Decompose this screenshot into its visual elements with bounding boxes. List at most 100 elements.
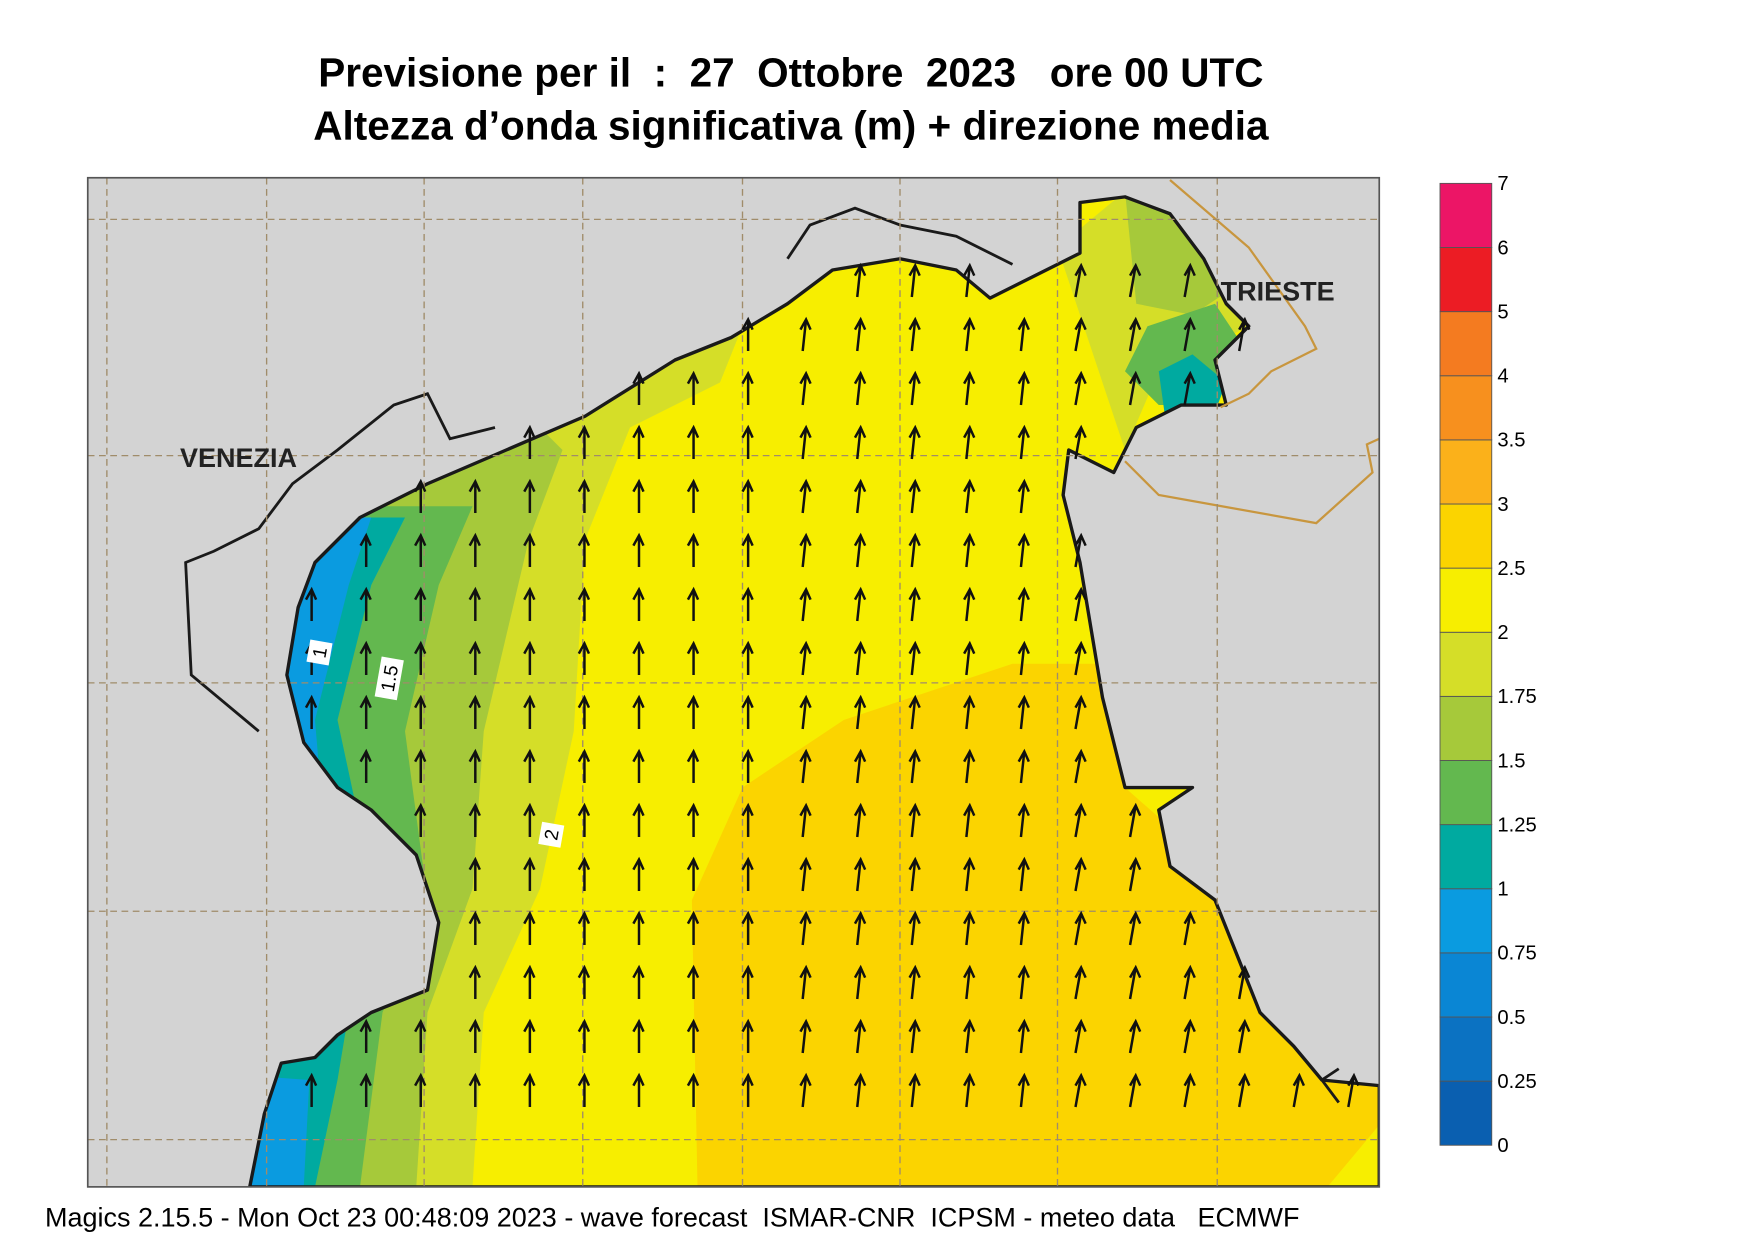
- arrow: [414, 748, 427, 783]
- colorbar-segment: [1439, 952, 1493, 1018]
- arrow: [577, 910, 591, 945]
- arrow: [523, 1018, 536, 1053]
- arrow: [414, 586, 427, 621]
- arrow: [577, 586, 591, 621]
- arrow: [1292, 1072, 1306, 1108]
- arrow: [908, 262, 921, 298]
- arrow: [853, 640, 867, 676]
- arrow: [741, 316, 754, 351]
- colorbar-label: 1.75: [1497, 686, 1536, 708]
- contour-label: 2: [538, 821, 565, 848]
- arrow: [908, 370, 921, 406]
- colorbar-segment: [1439, 1016, 1493, 1082]
- arrow: [1017, 640, 1030, 676]
- colorbar-segment: [1439, 439, 1493, 505]
- colorbar-segment: [1439, 567, 1493, 633]
- arrow: [632, 964, 645, 999]
- arrow: [359, 748, 372, 783]
- arrow: [632, 424, 645, 459]
- arrow: [577, 1018, 591, 1053]
- arrow: [1128, 910, 1142, 946]
- arrow: [908, 748, 921, 784]
- arrow: [523, 532, 536, 567]
- arrow: [1017, 532, 1030, 568]
- arrow: [799, 1072, 812, 1108]
- colorbar-label: 1.5: [1497, 750, 1525, 772]
- arrow: [799, 316, 812, 352]
- arrow: [741, 856, 754, 891]
- arrow: [799, 694, 812, 730]
- arrow: [359, 640, 372, 675]
- arrow: [908, 1072, 921, 1108]
- arrow: [799, 640, 812, 676]
- arrow: [1017, 802, 1030, 838]
- arrow: [359, 1072, 372, 1107]
- arrow: [799, 802, 812, 838]
- arrow: [1128, 964, 1142, 1000]
- arrow: [799, 1018, 812, 1054]
- arrow: [1128, 316, 1142, 352]
- arrow: [741, 586, 754, 621]
- arrow: [632, 586, 645, 621]
- arrow: [632, 1018, 645, 1053]
- arrow: [523, 964, 536, 999]
- arrow: [853, 532, 867, 568]
- arrow: [1237, 964, 1251, 1000]
- arrow: [577, 694, 591, 729]
- place-label: VENEZIA: [180, 443, 297, 473]
- arrow: [1074, 694, 1087, 730]
- arrow: [359, 586, 372, 621]
- arrow: [414, 640, 427, 675]
- arrow: [468, 964, 481, 999]
- arrow: [577, 856, 591, 891]
- arrow: [468, 694, 481, 729]
- arrow: [1128, 262, 1142, 298]
- arrow: [853, 748, 867, 784]
- arrow: [577, 748, 591, 783]
- arrow: [853, 262, 867, 298]
- arrow: [741, 694, 754, 729]
- arrow: [853, 910, 867, 946]
- arrow: [686, 532, 700, 567]
- arrow: [1128, 1018, 1142, 1054]
- arrow: [1017, 478, 1030, 514]
- arrow: [1183, 910, 1196, 946]
- arrow: [1074, 802, 1087, 838]
- arrow: [963, 478, 976, 514]
- colorbar-label: 0.25: [1497, 1071, 1536, 1093]
- arrow: [853, 1018, 867, 1054]
- arrows: [304, 262, 1360, 1108]
- arrow: [523, 856, 536, 891]
- arrow: [1017, 1072, 1030, 1108]
- arrow: [1074, 424, 1087, 460]
- arrow: [1074, 370, 1087, 406]
- arrow: [359, 532, 372, 567]
- arrow: [853, 694, 867, 730]
- colorbar-segment: [1439, 631, 1493, 697]
- colorbar-label: 2.5: [1497, 558, 1525, 580]
- colorbar-segment: [1439, 247, 1493, 313]
- arrow: [1183, 316, 1196, 352]
- arrow: [853, 802, 867, 838]
- colorbar-segment: [1439, 503, 1493, 569]
- arrow: [686, 964, 700, 999]
- zone: [1158, 354, 1227, 412]
- arrow: [963, 532, 976, 568]
- arrow: [632, 856, 645, 891]
- arrow: [523, 1072, 536, 1107]
- arrow: [523, 586, 536, 621]
- arrow: [908, 964, 921, 1000]
- arrow: [414, 478, 427, 513]
- arrow: [908, 316, 921, 352]
- arrow: [632, 802, 645, 837]
- arrow: [1017, 1018, 1030, 1054]
- arrow: [686, 856, 700, 891]
- arrow: [1074, 1072, 1087, 1108]
- arrow: [1074, 640, 1087, 676]
- arrow: [686, 1072, 700, 1107]
- arrow: [741, 1018, 754, 1053]
- place-label: TRIESTE: [1221, 276, 1335, 306]
- arrow: [686, 748, 700, 783]
- contour-label-text: 2: [541, 828, 564, 842]
